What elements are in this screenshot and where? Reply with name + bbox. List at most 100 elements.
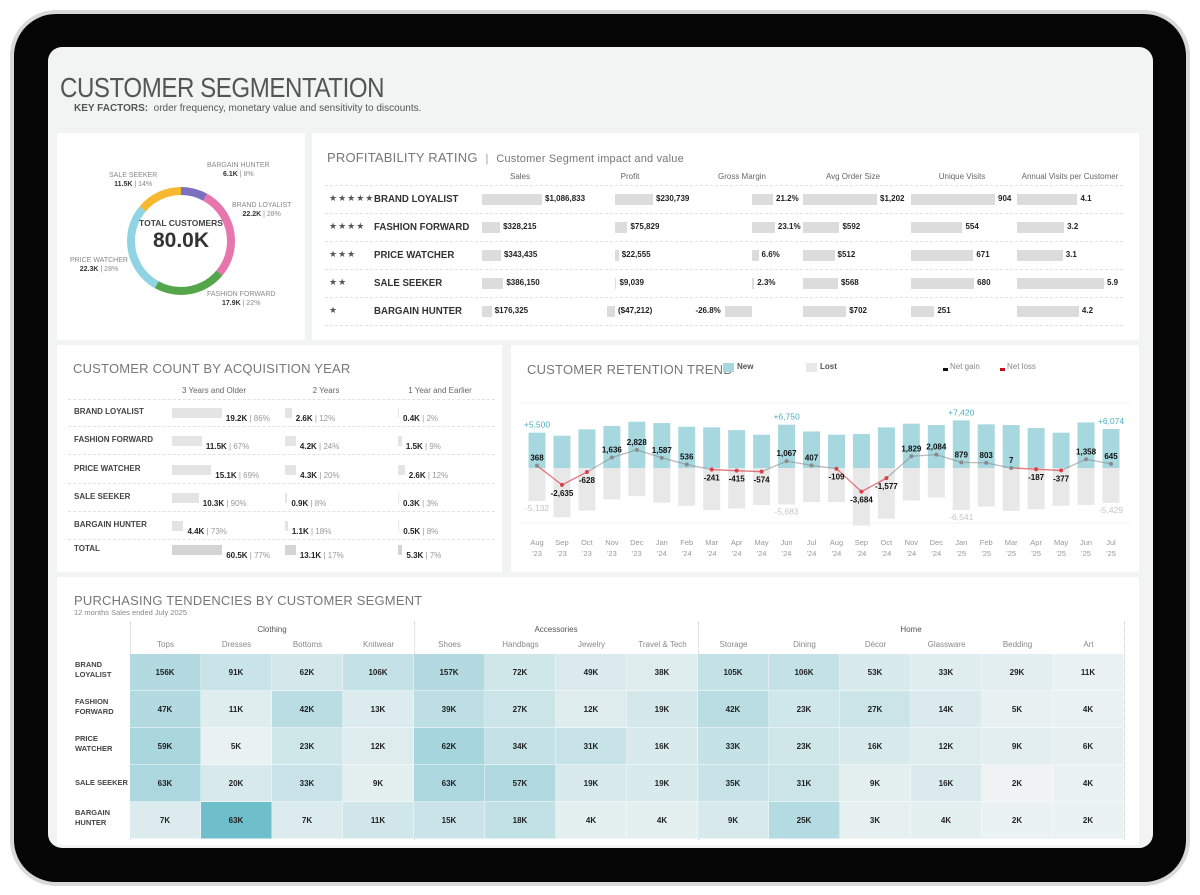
net-point[interactable] [709,467,714,472]
net-point[interactable] [809,463,814,468]
heatmap-cell[interactable]: 2K [1053,802,1124,839]
lost-bar[interactable] [1077,468,1095,505]
heatmap-cell[interactable]: 63K [201,802,272,839]
heatmap-cell[interactable]: 23K [769,728,840,765]
heatmap-cell[interactable]: 105K [698,654,769,691]
heatmap-cell[interactable]: 18K [485,802,556,839]
heatmap-cell[interactable]: 49K [556,654,627,691]
lost-bar[interactable] [553,468,571,518]
segment-name[interactable]: BRAND LOYALIST [374,193,459,205]
net-point[interactable] [984,460,989,465]
column-header[interactable]: Décor [864,640,887,649]
heatmap-cell[interactable]: 47K [130,691,201,728]
lost-bar[interactable] [628,468,646,497]
column-header[interactable]: Annual Visits per Customer [1021,172,1119,181]
new-bar[interactable] [977,424,995,468]
lost-bar[interactable] [927,468,945,498]
lost-bar[interactable] [902,468,920,501]
heatmap-cell[interactable]: 4K [1053,765,1124,802]
heatmap-cell[interactable]: 19K [556,765,627,802]
net-point[interactable] [659,455,664,460]
heatmap-cell[interactable]: 20K [201,765,272,802]
new-bar[interactable] [528,432,546,468]
heatmap-cell[interactable]: 9K [982,728,1053,765]
new-bar[interactable] [927,425,945,468]
column-header[interactable]: 1 Year and Earlier [408,386,472,395]
lost-bar[interactable] [728,468,746,509]
new-bar[interactable] [553,435,571,468]
heatmap-cell[interactable]: 3K [840,802,911,839]
net-point[interactable] [584,470,589,475]
heatmap-cell[interactable]: 15K [414,802,485,839]
lost-bar[interactable] [877,468,895,519]
heatmap-cell[interactable]: 23K [769,691,840,728]
net-point[interactable] [1059,468,1064,473]
net-point[interactable] [1009,465,1014,470]
heatmap-cell[interactable]: 34K [485,728,556,765]
lost-bar[interactable] [1102,468,1120,503]
new-bar[interactable] [778,424,796,468]
heatmap-cell[interactable]: 4K [556,802,627,839]
heatmap-cell[interactable]: 12K [911,728,982,765]
column-header[interactable]: Glassware [927,640,966,649]
new-bar[interactable] [803,431,821,468]
lost-bar[interactable] [778,468,796,505]
column-header[interactable]: Shoes [438,640,461,649]
lost-bar[interactable] [603,468,621,500]
heatmap-cell[interactable]: 11K [201,691,272,728]
net-point[interactable] [884,476,889,481]
heatmap-cell[interactable]: 63K [130,765,201,802]
net-point[interactable] [934,452,939,457]
heatmap-cell[interactable]: 106K [769,654,840,691]
net-point[interactable] [959,460,964,465]
net-point[interactable] [1109,461,1113,466]
heatmap-cell[interactable]: 7K [272,802,343,839]
heatmap-cell[interactable]: 5K [201,728,272,765]
heatmap-cell[interactable]: 62K [272,654,343,691]
heatmap-cell[interactable]: 12K [556,691,627,728]
heatmap-cell[interactable]: 14K [911,691,982,728]
column-header[interactable]: Dining [793,640,816,649]
heatmap-cell[interactable]: 12K [343,728,414,765]
heatmap-cell[interactable]: 5K [982,691,1053,728]
new-bar[interactable] [952,420,970,468]
net-point[interactable] [834,466,839,471]
lost-bar[interactable] [578,468,596,511]
heatmap-cell[interactable]: 106K [343,654,414,691]
heatmap-cell[interactable]: 9K [343,765,414,802]
net-point[interactable] [559,482,564,487]
column-header[interactable]: Handbags [502,640,539,649]
new-bar[interactable] [578,429,596,468]
new-bar[interactable] [603,426,621,468]
new-bar[interactable] [827,434,845,468]
donut-segment-fashion-forward[interactable] [127,187,235,295]
new-bar[interactable] [852,434,870,468]
segment-name[interactable]: PRICE WATCHER [374,249,455,261]
heatmap-cell[interactable]: 2K [982,765,1053,802]
heatmap-cell[interactable]: 157K [414,654,485,691]
net-point[interactable] [734,468,739,473]
heatmap-cell[interactable]: 53K [840,654,911,691]
heatmap-cell[interactable]: 2K [982,802,1053,839]
donut-segment-sale-seeker[interactable] [127,187,235,295]
heatmap-cell[interactable]: 31K [556,728,627,765]
heatmap-cell[interactable]: 29K [982,654,1053,691]
new-bar[interactable] [1027,428,1045,468]
column-header[interactable]: Avg Order Size [825,172,881,181]
heatmap-cell[interactable]: 16K [840,728,911,765]
net-point[interactable] [909,454,914,459]
heatmap-cell[interactable]: 4K [1053,691,1124,728]
column-header[interactable]: Storage [719,640,748,649]
lost-bar[interactable] [852,468,870,526]
heatmap-cell[interactable]: 23K [272,728,343,765]
heatmap-cell[interactable]: 42K [272,691,343,728]
heatmap-cell[interactable]: 156K [130,654,201,691]
heatmap-cell[interactable]: 91K [201,654,272,691]
net-point[interactable] [1084,457,1089,462]
lost-bar[interactable] [703,468,721,511]
heatmap-cell[interactable]: 9K [698,802,769,839]
heatmap-cell[interactable]: 62K [414,728,485,765]
donut-segment-price-watcher[interactable] [127,187,235,295]
heatmap-cell[interactable]: 16K [911,765,982,802]
column-header[interactable]: Art [1083,640,1094,649]
